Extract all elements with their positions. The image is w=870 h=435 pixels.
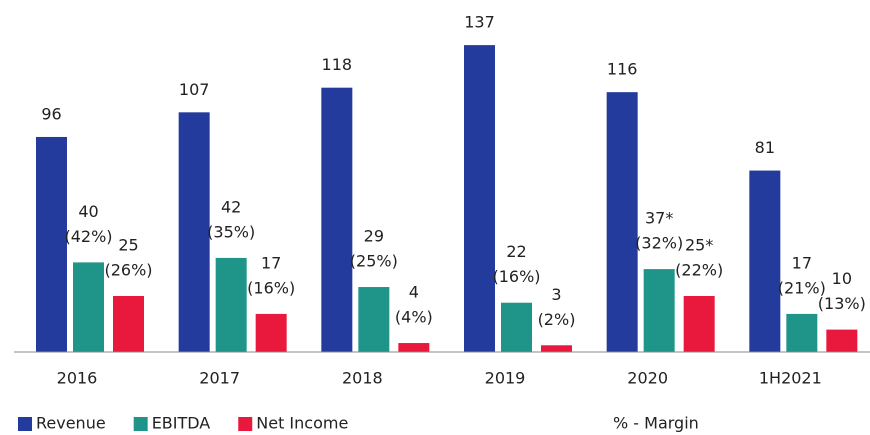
value-label: 137 [464, 13, 495, 32]
bar [398, 343, 430, 352]
value-label: 3 [551, 285, 561, 304]
value-label: 116 [607, 60, 638, 79]
value-label: 37* [645, 209, 673, 228]
x-tick-label: 2018 [342, 369, 383, 388]
margin-label: (22%) [675, 261, 723, 280]
value-label: 22 [506, 242, 526, 261]
legend-label: EBITDA [152, 414, 211, 433]
bar [541, 345, 572, 352]
bar [749, 170, 781, 352]
value-label: 40 [78, 202, 98, 221]
value-label: 107 [179, 80, 210, 99]
bar [358, 287, 390, 352]
value-label: 17 [261, 253, 281, 272]
margin-label: (16%) [247, 278, 295, 297]
x-tick-label: 2016 [57, 369, 98, 388]
legend-label: Revenue [36, 414, 106, 433]
margin-label: (4%) [395, 308, 433, 327]
value-label: 118 [322, 55, 353, 74]
margin-label: (13%) [818, 294, 866, 313]
bar [215, 257, 247, 352]
bar [464, 45, 495, 353]
bar [178, 112, 210, 352]
bar [826, 329, 858, 352]
legend-swatch [18, 417, 32, 431]
bar [36, 136, 67, 352]
x-tick-label: 2017 [199, 369, 240, 388]
value-label: 96 [41, 104, 61, 123]
margin-legend: % - Margin [613, 414, 699, 433]
value-label: 17 [792, 253, 812, 272]
bar [321, 87, 353, 353]
margin-label: (42%) [64, 227, 112, 246]
bar [606, 92, 638, 352]
margin-label: (25%) [350, 252, 398, 271]
x-tick-label: 2020 [627, 369, 668, 388]
value-label: 81 [755, 138, 775, 157]
bar [786, 313, 818, 352]
margin-label: (2%) [538, 310, 576, 329]
bar [73, 262, 104, 352]
margin-label: (35%) [207, 222, 255, 241]
margin-label: (26%) [104, 261, 152, 280]
bar [643, 269, 675, 352]
value-label: 25* [685, 236, 713, 255]
bar [113, 296, 144, 352]
legend-swatch [238, 417, 253, 431]
margin-label: (32%) [635, 234, 683, 253]
legend-swatch [133, 417, 148, 431]
x-tick-label: 2019 [485, 369, 526, 388]
margin-label: (21%) [778, 278, 826, 297]
value-label: 25 [118, 236, 138, 255]
x-tick-label: 1H2021 [759, 369, 822, 388]
value-label: 10 [832, 269, 852, 288]
bar [501, 302, 532, 352]
value-label: 4 [409, 283, 419, 302]
legend-label: Net Income [256, 414, 348, 433]
margin-label: (16%) [492, 267, 540, 286]
bar [255, 313, 287, 352]
value-label: 42 [221, 197, 241, 216]
bar [683, 296, 715, 352]
value-label: 29 [364, 227, 384, 246]
